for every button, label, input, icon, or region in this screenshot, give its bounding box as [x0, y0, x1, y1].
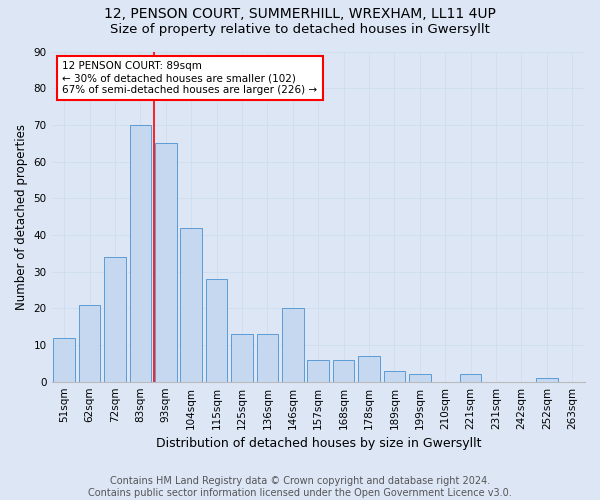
Bar — [307, 360, 329, 382]
X-axis label: Distribution of detached houses by size in Gwersyllt: Distribution of detached houses by size … — [155, 437, 481, 450]
Bar — [282, 308, 304, 382]
Text: Size of property relative to detached houses in Gwersyllt: Size of property relative to detached ho… — [110, 22, 490, 36]
Bar — [231, 334, 253, 382]
Bar — [53, 338, 75, 382]
Text: 12, PENSON COURT, SUMMERHILL, WREXHAM, LL11 4UP: 12, PENSON COURT, SUMMERHILL, WREXHAM, L… — [104, 8, 496, 22]
Y-axis label: Number of detached properties: Number of detached properties — [15, 124, 28, 310]
Text: Contains HM Land Registry data © Crown copyright and database right 2024.
Contai: Contains HM Land Registry data © Crown c… — [88, 476, 512, 498]
Bar — [257, 334, 278, 382]
Bar — [536, 378, 557, 382]
Bar — [79, 304, 100, 382]
Bar — [409, 374, 431, 382]
Bar — [358, 356, 380, 382]
Bar — [104, 257, 126, 382]
Bar — [155, 143, 176, 382]
Bar — [130, 125, 151, 382]
Bar — [206, 279, 227, 382]
Bar — [460, 374, 481, 382]
Bar — [383, 370, 405, 382]
Bar — [333, 360, 355, 382]
Bar — [181, 228, 202, 382]
Text: 12 PENSON COURT: 89sqm
← 30% of detached houses are smaller (102)
67% of semi-de: 12 PENSON COURT: 89sqm ← 30% of detached… — [62, 62, 317, 94]
